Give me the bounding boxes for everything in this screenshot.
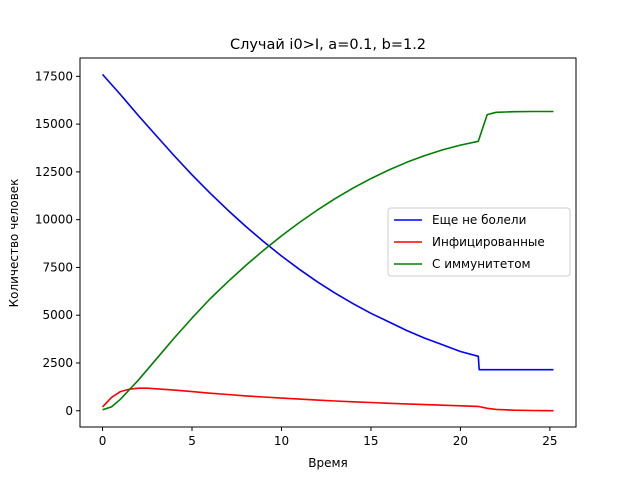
x-tick-label: 20: [453, 434, 468, 448]
legend-entry-1: Еще не болели: [432, 213, 526, 227]
chart-title: Случай i0>I, a=0.1, b=1.2: [230, 37, 426, 53]
plot-series: [101, 73, 554, 412]
x-axis-label: Время: [308, 456, 348, 470]
legend-box: [387, 207, 571, 277]
series-line-1: [101, 73, 554, 371]
series-line-2: [101, 387, 554, 412]
y-tick-label: 12500: [35, 165, 73, 179]
y-tick-label: 15000: [35, 117, 73, 131]
legend-entry-2: Инфицированные: [432, 235, 545, 249]
x-tick-label: 15: [363, 434, 378, 448]
x-tick-label: 0: [99, 434, 107, 448]
legend: Еще не болели Инфицированные С иммунитетом: [387, 207, 571, 277]
legend-entry-3: С иммунитетом: [432, 257, 531, 271]
x-axis: 0 5 10 15 20 25: [99, 427, 558, 448]
y-axis: 0 2500 5000 7500 10000 12500 15000 17500: [35, 69, 80, 418]
plot-frame: [79, 57, 577, 428]
x-tick-label: 25: [542, 434, 557, 448]
y-axis-label: Количество человек: [7, 179, 21, 308]
x-tick-label: 10: [274, 434, 289, 448]
y-tick-label: 2500: [42, 356, 73, 370]
x-tick-label: 5: [188, 434, 196, 448]
y-tick-label: 7500: [42, 260, 73, 274]
y-tick-label: 0: [65, 404, 73, 418]
y-tick-label: 5000: [42, 308, 73, 322]
y-tick-label: 10000: [35, 213, 73, 227]
y-tick-label: 17500: [35, 69, 73, 83]
series-line-3: [102, 110, 554, 411]
